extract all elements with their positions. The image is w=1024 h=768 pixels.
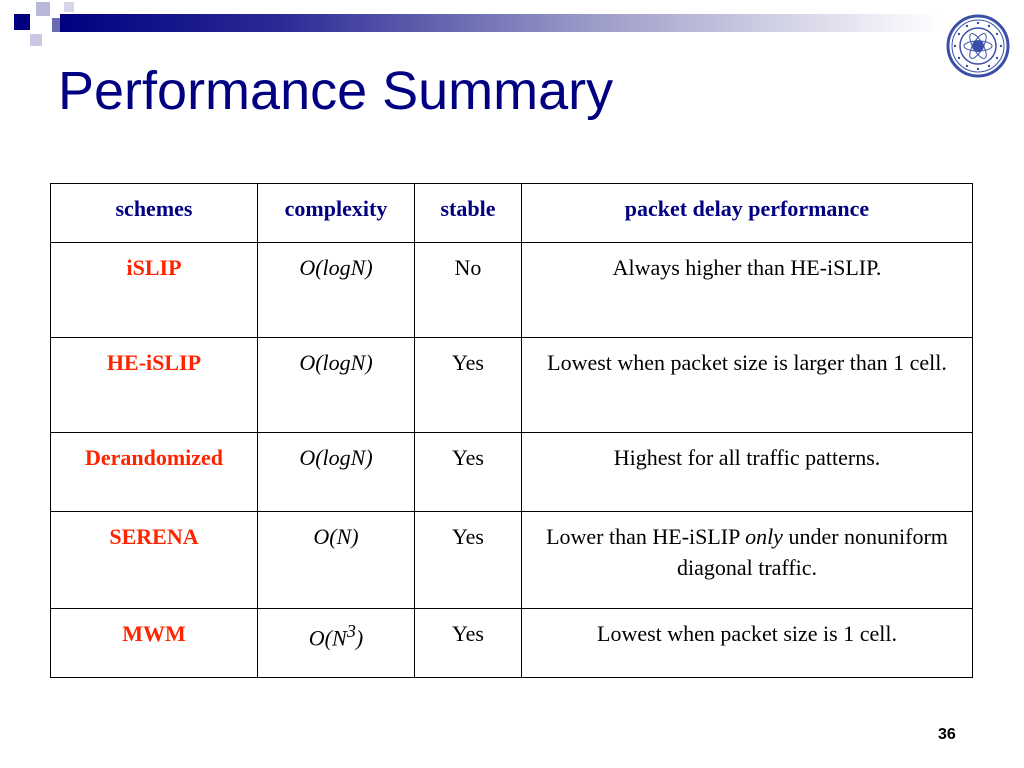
complexity-exponent: 3 [346, 621, 356, 641]
table-row: iSLIP O(logN) No Always higher than HE-i… [50, 242, 973, 338]
scheme-cell: HE-iSLIP [50, 337, 258, 433]
stable-cell: Yes [414, 337, 522, 433]
complexity-cell: O(N3) [257, 608, 415, 678]
performance-table: schemes complexity stable packet delay p… [50, 183, 973, 678]
table-row: SERENA O(N) Yes Lower than HE-iSLIP only… [50, 511, 973, 609]
table-row: Derandomized O(logN) Yes Highest for all… [50, 432, 973, 512]
performance-cell: Lower than HE-iSLIP only under nonunifor… [521, 511, 973, 609]
decor-square [64, 2, 74, 12]
complexity-cell: O(logN) [257, 242, 415, 338]
decor-square [36, 2, 50, 16]
complexity-cell: O(N) [257, 511, 415, 609]
table-header-row: schemes complexity stable packet delay p… [50, 183, 973, 243]
decor-square [14, 14, 30, 30]
header-packet-delay: packet delay performance [521, 183, 973, 243]
stable-cell: Yes [414, 511, 522, 609]
complexity-base: O(N [308, 625, 347, 651]
complexity-cell: O(logN) [257, 432, 415, 512]
table-row: MWM O(N3) Yes Lowest when packet size is… [50, 608, 973, 678]
performance-cell: Lowest when packet size is 1 cell. [521, 608, 973, 678]
scheme-cell: Derandomized [50, 432, 258, 512]
scheme-cell: SERENA [50, 511, 258, 609]
scheme-cell: MWM [50, 608, 258, 678]
performance-cell: Lowest when packet size is larger than 1… [521, 337, 973, 433]
performance-cell: Highest for all traffic patterns. [521, 432, 973, 512]
complexity-end: ) [355, 625, 364, 651]
complexity-cell: O(logN) [257, 337, 415, 433]
university-seal-icon [946, 14, 1010, 78]
stable-cell: Yes [414, 608, 522, 678]
stable-cell: No [414, 242, 522, 338]
page-number: 36 [938, 726, 956, 743]
decor-square [30, 34, 42, 46]
performance-text: under nonuniform diagonal traffic. [676, 524, 948, 580]
header-stable: stable [414, 183, 522, 243]
header-schemes: schemes [50, 183, 258, 243]
performance-text: Lower than HE-iSLIP [546, 524, 746, 549]
performance-cell: Always higher than HE-iSLIP. [521, 242, 973, 338]
stable-cell: Yes [414, 432, 522, 512]
performance-emphasis: only [745, 524, 783, 549]
title-bar-gradient [60, 14, 940, 32]
slide-title: Performance Summary [58, 61, 614, 121]
table-row: HE-iSLIP O(logN) Yes Lowest when packet … [50, 337, 973, 433]
scheme-cell: iSLIP [50, 242, 258, 338]
header-complexity: complexity [257, 183, 415, 243]
